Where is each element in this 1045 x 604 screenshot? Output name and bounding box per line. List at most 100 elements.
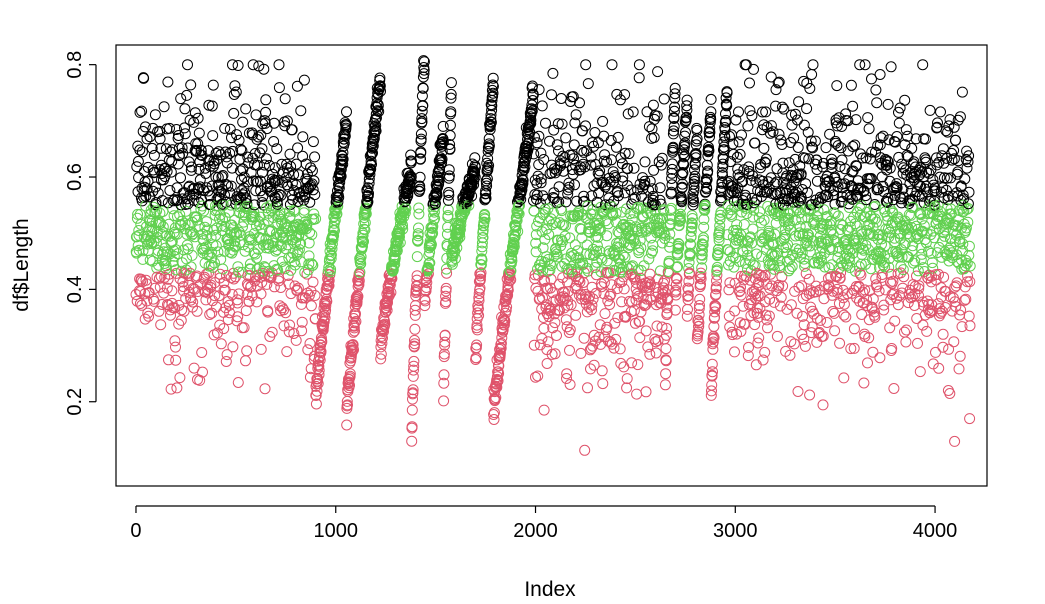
data-point bbox=[805, 327, 817, 339]
data-point bbox=[407, 387, 419, 399]
data-point bbox=[816, 192, 828, 204]
data-point bbox=[468, 179, 480, 191]
data-point bbox=[960, 293, 972, 305]
data-point bbox=[650, 347, 662, 359]
data-point bbox=[367, 140, 379, 152]
data-point bbox=[735, 289, 747, 301]
data-point bbox=[558, 157, 570, 169]
data-point bbox=[593, 331, 605, 343]
data-point bbox=[537, 190, 549, 202]
data-point bbox=[556, 118, 568, 130]
data-point bbox=[253, 262, 265, 274]
data-point bbox=[409, 304, 421, 316]
data-point bbox=[832, 181, 844, 193]
data-point bbox=[304, 371, 316, 383]
data-point bbox=[300, 158, 312, 170]
data-point bbox=[165, 166, 177, 178]
data-point bbox=[232, 377, 244, 388]
data-point bbox=[908, 156, 920, 168]
data-point bbox=[134, 144, 146, 156]
data-point bbox=[755, 235, 767, 247]
data-point bbox=[498, 319, 510, 331]
data-point bbox=[272, 211, 284, 223]
data-point bbox=[157, 227, 169, 239]
data-point bbox=[576, 232, 588, 244]
data-point bbox=[297, 131, 309, 143]
data-point bbox=[195, 145, 207, 157]
data-point bbox=[871, 182, 883, 194]
data-point bbox=[488, 407, 500, 419]
data-point bbox=[681, 94, 693, 106]
data-point bbox=[682, 303, 693, 315]
data-point bbox=[375, 353, 387, 365]
data-point bbox=[237, 116, 249, 128]
data-point bbox=[891, 131, 903, 142]
data-point bbox=[240, 103, 252, 115]
data-point bbox=[154, 133, 166, 145]
data-point bbox=[255, 343, 267, 355]
data-point bbox=[444, 143, 456, 155]
data-point bbox=[541, 223, 553, 235]
data-point bbox=[488, 414, 500, 425]
data-point bbox=[735, 281, 746, 293]
data-point bbox=[934, 171, 946, 183]
data-point bbox=[771, 163, 783, 175]
data-point bbox=[698, 232, 709, 244]
data-point bbox=[873, 285, 885, 297]
data-point bbox=[413, 202, 425, 214]
data-point bbox=[289, 259, 301, 271]
data-point bbox=[679, 141, 690, 153]
data-point bbox=[374, 80, 386, 92]
data-point bbox=[552, 118, 564, 130]
data-point bbox=[811, 312, 823, 324]
data-point bbox=[186, 161, 197, 173]
data-point bbox=[844, 191, 856, 203]
data-point bbox=[623, 148, 635, 160]
data-point bbox=[655, 159, 667, 171]
data-point bbox=[232, 261, 244, 273]
data-point bbox=[692, 326, 704, 338]
data-point bbox=[884, 322, 896, 334]
data-point bbox=[560, 220, 571, 232]
data-point bbox=[962, 156, 974, 168]
data-point bbox=[743, 161, 755, 173]
data-point bbox=[815, 251, 827, 263]
data-point bbox=[723, 284, 735, 296]
data-point bbox=[609, 317, 621, 329]
data-point bbox=[154, 125, 166, 137]
data-point bbox=[454, 224, 466, 236]
data-point bbox=[260, 94, 272, 106]
data-point bbox=[685, 248, 696, 260]
data-point bbox=[444, 119, 456, 131]
data-point bbox=[174, 149, 185, 161]
data-point bbox=[754, 206, 766, 218]
data-point bbox=[640, 386, 652, 398]
data-point bbox=[614, 253, 626, 265]
data-point bbox=[847, 141, 859, 152]
data-point bbox=[408, 355, 420, 367]
data-point bbox=[418, 56, 430, 68]
data-point bbox=[575, 347, 587, 359]
data-point bbox=[673, 220, 685, 232]
data-point bbox=[770, 84, 782, 96]
y-tick-label: 0.8 bbox=[64, 51, 86, 79]
data-point bbox=[295, 238, 307, 249]
data-point bbox=[644, 175, 656, 187]
data-point bbox=[784, 263, 796, 275]
data-point bbox=[418, 64, 430, 76]
data-point bbox=[599, 149, 611, 161]
data-point bbox=[365, 155, 377, 167]
data-point bbox=[673, 238, 685, 250]
data-point bbox=[337, 158, 349, 170]
data-point bbox=[397, 220, 408, 232]
data-point bbox=[240, 305, 252, 317]
data-point bbox=[177, 276, 189, 288]
data-point bbox=[558, 165, 569, 177]
data-point bbox=[276, 225, 288, 237]
data-point bbox=[647, 190, 659, 202]
data-point bbox=[419, 300, 431, 312]
data-point bbox=[762, 176, 774, 188]
data-point bbox=[933, 268, 944, 280]
data-point bbox=[875, 132, 887, 144]
data-point bbox=[245, 233, 257, 245]
